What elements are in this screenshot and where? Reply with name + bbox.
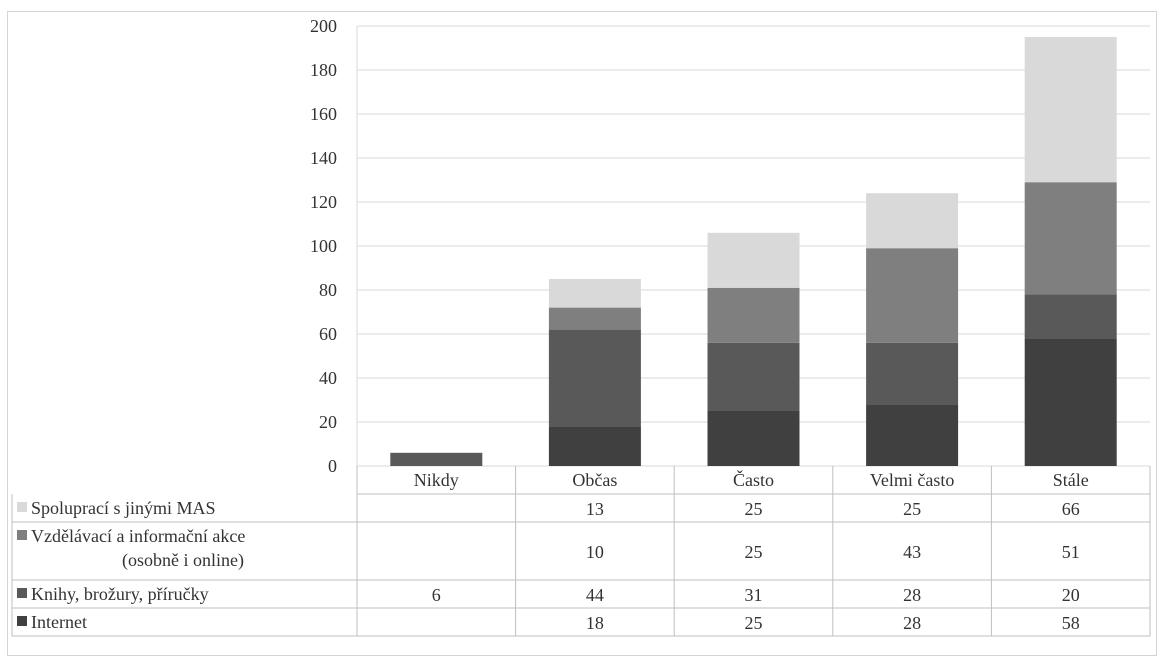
table-value: 25 (745, 542, 763, 562)
table-value: 31 (745, 585, 763, 605)
table-value: 43 (903, 542, 921, 562)
y-tick-label: 160 (310, 104, 337, 124)
y-tick-label: 0 (328, 456, 337, 476)
table-value: 44 (586, 585, 604, 605)
bar-segment (707, 411, 800, 466)
y-tick-label: 40 (319, 368, 337, 388)
legend-label: Spoluprací s jinými MAS (31, 498, 216, 518)
table-value: 25 (745, 499, 763, 519)
bar-segment (866, 248, 959, 343)
bars (390, 37, 1117, 466)
bar-segment (866, 404, 959, 466)
table-value: 25 (903, 499, 921, 519)
bar-segment (1024, 294, 1117, 339)
bar-segment (548, 426, 641, 466)
legend-key (17, 502, 27, 512)
legend-key (17, 588, 27, 598)
table-value: 66 (1062, 499, 1080, 519)
legend-key (17, 616, 27, 626)
table-value: 25 (745, 613, 763, 633)
table-value: 13 (586, 499, 604, 519)
y-tick-label: 140 (310, 148, 337, 168)
category-label: Stále (1053, 470, 1089, 490)
legend-key (17, 530, 27, 540)
bar-segment (866, 342, 959, 405)
y-tick-label: 180 (310, 60, 337, 80)
table-value: 28 (903, 585, 921, 605)
legend-label: Internet (31, 612, 87, 632)
bar-segment (548, 329, 641, 427)
bar-segment (866, 193, 959, 249)
bar-segment (1024, 338, 1117, 466)
y-tick-label: 20 (319, 412, 337, 432)
table-value: 20 (1062, 585, 1080, 605)
table-value: 10 (586, 542, 604, 562)
bar-segment (1024, 182, 1117, 295)
bar-segment (548, 279, 641, 308)
bar-segment (548, 307, 641, 330)
table-value: 58 (1062, 613, 1080, 633)
data-table: Nikdy Občas Často Velmi často Stále Spoluprac… (11, 466, 1151, 637)
legend-label: Vzdělávací a informační akce (31, 526, 245, 546)
bar-segment (707, 232, 800, 288)
y-tick-label: 200 (310, 16, 337, 36)
bar-segment (390, 452, 483, 466)
table-value: 6 (432, 585, 441, 605)
table-value: 51 (1062, 542, 1080, 562)
chart-frame (7, 11, 1157, 656)
y-tick-label: 60 (319, 324, 337, 344)
y-tick-label: 120 (310, 192, 337, 212)
legend-label: Knihy, brožury, příručky (31, 584, 209, 604)
y-axis: 0 20 40 60 80 100 120 140 160 180 200 (310, 16, 358, 476)
bar-segment (1024, 37, 1117, 183)
y-tick-label: 80 (319, 280, 337, 300)
category-label: Velmi často (870, 470, 954, 490)
table-value: 18 (586, 613, 604, 633)
category-label: Nikdy (414, 470, 459, 490)
bar-segment (707, 342, 800, 411)
legend-label: (osobně i online) (122, 550, 244, 571)
category-label: Často (733, 469, 774, 490)
y-tick-label: 100 (310, 236, 337, 256)
category-label: Občas (572, 470, 617, 490)
table-value: 28 (903, 613, 921, 633)
bar-segment (707, 287, 800, 343)
gridlines (357, 25, 1150, 467)
